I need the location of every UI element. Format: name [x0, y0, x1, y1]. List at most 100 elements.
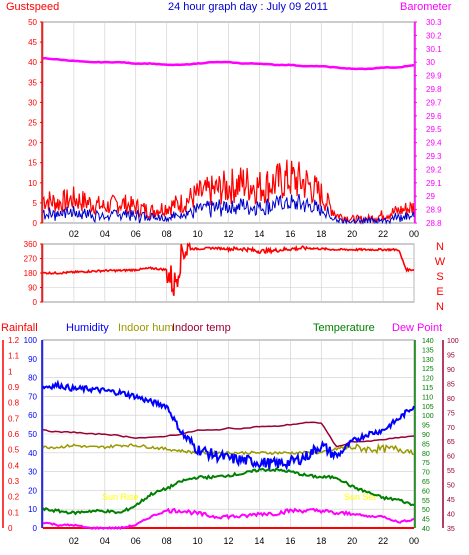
compass-label: W — [435, 256, 446, 268]
dew-tick-label: 70 — [447, 425, 455, 432]
dew-tick-label: 65 — [447, 439, 455, 446]
dew-tick-label: 55 — [447, 468, 455, 475]
gustspeed-tick-label: 15 — [28, 159, 37, 168]
temperature-tick-label: 125 — [422, 366, 434, 373]
gustspeed-label: Gustspeed — [6, 1, 59, 13]
indoor-hum-label: Indoor hum — [118, 322, 174, 334]
x-tick-label: 04 — [100, 229, 110, 239]
gustspeed-tick-label: 30 — [28, 98, 37, 107]
rain-tick-label: 1 — [8, 367, 13, 376]
x-tick-label: 18 — [316, 229, 326, 239]
sunrise-label: Sun Rise — [102, 492, 139, 502]
temperature-tick-label: 90 — [422, 432, 430, 439]
barometer-tick-label: 29.2 — [426, 165, 442, 174]
temperature-tick-label: 40 — [422, 526, 430, 533]
gustspeed-tick-label: 25 — [28, 119, 37, 128]
chart-title: 24 hour graph day : July 09 2011 — [168, 1, 328, 13]
compass-label: N — [436, 241, 444, 253]
x-tick-label: 16 — [285, 536, 295, 546]
panel2-grid — [43, 244, 415, 302]
temperature-tick-label: 60 — [422, 488, 430, 495]
temperature-tick-label: 140 — [422, 338, 434, 345]
x-tick-label: 00 — [409, 229, 419, 239]
x-tick-label: 02 — [69, 229, 79, 239]
temperature-tick-label: 65 — [422, 479, 430, 486]
barometer-tick-label: 29.5 — [426, 125, 442, 134]
temperature-tick-label: 110 — [422, 394, 433, 401]
humidity-tick-label: 20 — [28, 486, 37, 495]
rain-tick-label: 0.3 — [8, 477, 20, 486]
temperature-tick-label: 75 — [422, 460, 430, 467]
dew-tick-label: 90 — [447, 367, 455, 374]
x-tick-label: 14 — [254, 229, 264, 239]
gustspeed-tick-label: 20 — [28, 139, 37, 148]
panel3-axes: 0 0.1 0.2 0.3 0.4 0.5 0.6 0.7 0.8 0.9 1 1.1 1.2 0 10 20… — [2, 336, 459, 533]
temperature-tick-label: 70 — [422, 470, 430, 477]
direction-tick-label: 270 — [24, 255, 38, 264]
direction-axis: 0 90 180 270 360 — [24, 240, 43, 307]
temperature-tick-label: 100 — [422, 413, 434, 420]
barometer-tick-label: 28.9 — [426, 206, 442, 215]
x-tick-label: 02 — [69, 536, 79, 546]
direction-tick-label: 0 — [33, 298, 38, 307]
temperature-tick-label: 55 — [422, 498, 430, 505]
gustspeed-tick-label: 35 — [28, 78, 37, 87]
gustspeed-tick-label: 45 — [28, 38, 37, 47]
rain-tick-label: 0.8 — [8, 399, 20, 408]
barometer-tick-label: 30.1 — [426, 45, 442, 54]
humidity-tick-label: 10 — [28, 505, 37, 514]
x-tick-label: 20 — [347, 536, 357, 546]
barometer-tick-label: 29.3 — [426, 152, 442, 161]
barometer-tick-label: 29.4 — [426, 139, 442, 148]
x-tick-label: 22 — [378, 536, 388, 546]
compass-label: N — [436, 301, 444, 313]
dew-point-label: Dew Point — [392, 322, 442, 334]
x-tick-label: 12 — [223, 229, 233, 239]
x-tick-label: 06 — [131, 229, 141, 239]
barometer-tick-label: 30.2 — [426, 31, 442, 40]
humidity-tick-label: 100 — [24, 336, 38, 345]
series-wind-direction — [42, 241, 415, 296]
dew-tick-label: 45 — [447, 497, 455, 504]
dew-tick-label: 35 — [447, 526, 455, 533]
dew-tick-label: 80 — [447, 396, 455, 403]
temperature-tick-label: 45 — [422, 517, 430, 524]
x-tick-label: 08 — [162, 229, 172, 239]
direction-tick-label: 90 — [28, 284, 37, 293]
x-tick-label: 16 — [285, 229, 295, 239]
temperature-label: Temperature — [313, 322, 375, 334]
series-barometer — [43, 56, 415, 71]
barometer-label: Barometer — [400, 1, 452, 13]
temperature-tick-label: 135 — [422, 347, 434, 354]
humidity-tick-label: 50 — [28, 430, 37, 439]
humidity-label: Humidity — [66, 322, 109, 334]
rainfall-label: Rainfall — [1, 322, 38, 334]
panel1-x-axis: 02 04 06 08 10 12 14 16 18 20 22 00 — [69, 229, 419, 239]
gustspeed-axis: 0 5 10 15 20 25 30 35 40 45 50 — [28, 18, 43, 228]
barometer-tick-label: 29.9 — [426, 72, 442, 81]
barometer-tick-label: 30.3 — [426, 18, 442, 27]
x-tick-label: 06 — [131, 536, 141, 546]
x-tick-label: 08 — [162, 536, 172, 546]
panel3-x-axis: 02 04 06 08 10 12 14 16 18 20 22 00 — [69, 536, 419, 546]
humidity-tick-label: 60 — [28, 411, 37, 420]
gustspeed-tick-label: 40 — [28, 58, 37, 67]
indoor-temp-label: Indoor temp — [172, 322, 231, 334]
humidity-tick-label: 70 — [28, 392, 37, 401]
direction-tick-label: 180 — [24, 269, 38, 278]
barometer-tick-label: 29 — [426, 192, 435, 201]
x-tick-label: 20 — [347, 229, 357, 239]
temperature-tick-label: 80 — [422, 451, 430, 458]
x-tick-label: 14 — [254, 536, 264, 546]
rain-tick-label: 0.5 — [8, 446, 20, 455]
x-tick-label: 00 — [409, 536, 419, 546]
rain-tick-label: 0.1 — [8, 508, 20, 517]
dew-tick-label: 75 — [447, 410, 455, 417]
rain-tick-label: 0.4 — [8, 461, 20, 470]
sunset-label: Sun Set — [344, 492, 377, 502]
gustspeed-tick-label: 10 — [28, 179, 37, 188]
series-temperature — [42, 467, 415, 516]
rain-tick-label: 1.1 — [8, 352, 20, 361]
rain-tick-label: 0.9 — [8, 383, 20, 392]
